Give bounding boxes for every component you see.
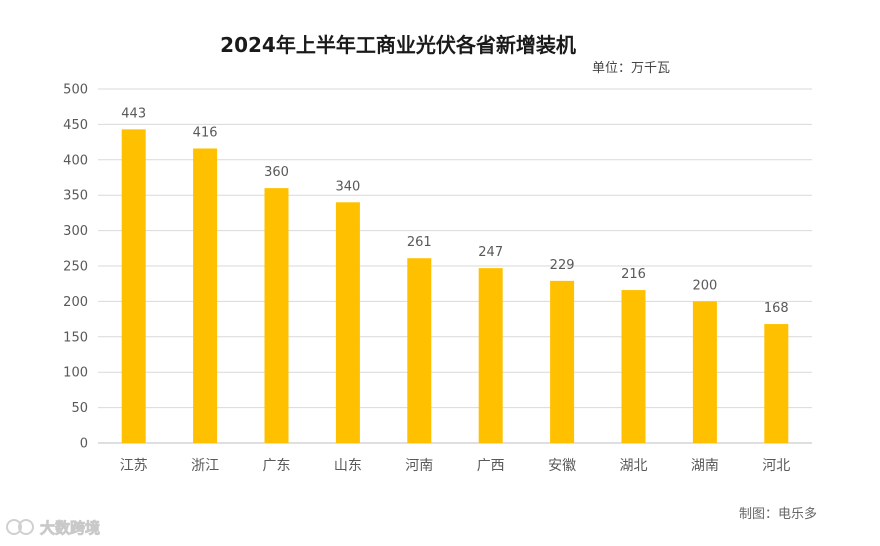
bar bbox=[621, 290, 646, 443]
y-tick-label: 450 bbox=[63, 118, 88, 133]
y-tick-label: 400 bbox=[63, 153, 88, 168]
y-tick-label: 200 bbox=[63, 295, 88, 310]
bar bbox=[335, 202, 360, 443]
x-tick-label: 浙江 bbox=[191, 458, 219, 474]
x-tick-label: 山东 bbox=[334, 458, 362, 474]
data-label: 416 bbox=[193, 125, 218, 140]
data-label: 261 bbox=[407, 235, 432, 250]
x-axis: 江苏 浙江 广东 山东 河南 广西 安徽 湖北 湖南 河北 bbox=[120, 458, 791, 474]
bars: 443 416 360 340 261 247 229 216 200 168 bbox=[121, 106, 789, 444]
bar bbox=[692, 301, 717, 443]
watermark: 大数跨境 bbox=[6, 519, 100, 537]
y-tick-label: 300 bbox=[63, 224, 88, 239]
unit-label: 单位：万千瓦 bbox=[592, 61, 670, 76]
y-tick-label: 250 bbox=[63, 260, 88, 275]
data-label: 200 bbox=[692, 278, 717, 293]
bar bbox=[764, 324, 789, 443]
bar bbox=[478, 268, 503, 443]
data-label: 168 bbox=[764, 301, 789, 316]
bar bbox=[264, 188, 289, 443]
bar bbox=[121, 129, 146, 443]
data-label: 229 bbox=[550, 258, 575, 273]
bar bbox=[550, 280, 575, 443]
credit-text: 制图：电乐多 bbox=[739, 506, 817, 522]
x-tick-label: 广西 bbox=[477, 458, 505, 474]
data-label: 360 bbox=[264, 165, 289, 180]
x-tick-label: 江苏 bbox=[120, 458, 148, 474]
watermark-text: 大数跨境 bbox=[40, 519, 100, 537]
data-label: 340 bbox=[335, 179, 360, 194]
data-label: 247 bbox=[478, 245, 503, 260]
data-label: 443 bbox=[121, 106, 146, 121]
y-tick-label: 500 bbox=[63, 83, 88, 98]
x-tick-label: 河南 bbox=[405, 458, 433, 474]
y-tick-label: 100 bbox=[63, 366, 88, 381]
bar bbox=[407, 258, 432, 443]
y-tick-label: 350 bbox=[63, 189, 88, 204]
x-tick-label: 湖北 bbox=[620, 458, 648, 474]
chart-title: 2024年上半年工商业光伏各省新增装机 bbox=[220, 33, 576, 57]
y-tick-label: 0 bbox=[80, 437, 88, 452]
y-tick-label: 150 bbox=[63, 330, 88, 345]
x-tick-label: 安徽 bbox=[548, 458, 576, 474]
x-tick-label: 广东 bbox=[263, 458, 291, 474]
x-tick-label: 湖南 bbox=[691, 458, 719, 474]
y-tick-label: 50 bbox=[71, 401, 88, 416]
y-axis: 0 50 100 150 200 250 300 350 400 450 500 bbox=[63, 83, 88, 452]
bar bbox=[193, 148, 218, 444]
x-tick-label: 河北 bbox=[762, 458, 790, 474]
data-label: 216 bbox=[621, 267, 646, 282]
watermark-logo-icon bbox=[6, 519, 34, 535]
